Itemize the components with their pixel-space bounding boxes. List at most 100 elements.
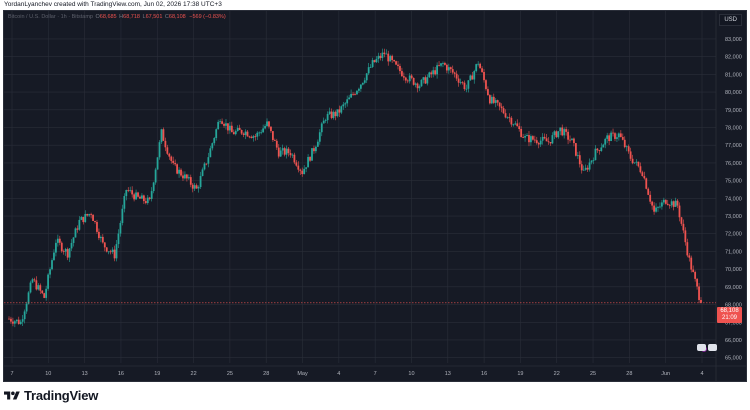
ohlc-low-value: 67,501 bbox=[145, 14, 163, 20]
candle-body bbox=[367, 67, 370, 74]
tradingview-branding[interactable]: TradingView bbox=[4, 388, 98, 403]
tradingview-wordmark: TradingView bbox=[24, 388, 99, 403]
candle-body bbox=[244, 131, 247, 135]
candle-body bbox=[256, 132, 259, 137]
y-tick-label: 74,000 bbox=[725, 196, 742, 202]
y-tick-label: 72,000 bbox=[725, 232, 742, 238]
candle-body bbox=[402, 76, 405, 78]
x-tick-label: 7 bbox=[10, 371, 13, 377]
price-chart[interactable]: 83,000 82,000 81,000 80,000 79,000 78,000 77,0… bbox=[4, 11, 746, 381]
ohlc-open-label: O bbox=[95, 14, 100, 20]
candle-body bbox=[238, 127, 241, 131]
candle-body bbox=[651, 201, 654, 206]
candle-body bbox=[129, 190, 132, 191]
y-tick-label: 69,000 bbox=[725, 285, 742, 291]
candle-body bbox=[467, 80, 470, 89]
candle-body bbox=[438, 65, 440, 67]
candle-body bbox=[358, 88, 360, 91]
candle-body bbox=[518, 126, 521, 129]
candle-body bbox=[99, 236, 102, 239]
candle-body bbox=[344, 103, 347, 105]
candle-body bbox=[471, 75, 474, 80]
candle-body bbox=[150, 191, 153, 199]
candle-body bbox=[397, 64, 399, 66]
candle-body bbox=[315, 146, 317, 152]
candle-body bbox=[142, 195, 145, 202]
candle-body bbox=[111, 249, 114, 252]
candle-body bbox=[477, 63, 480, 65]
currency-button[interactable]: USD bbox=[719, 14, 742, 26]
candle-body bbox=[127, 189, 130, 191]
y-tick-label: 67,000 bbox=[725, 320, 742, 326]
candle-body bbox=[612, 132, 614, 134]
candle-body bbox=[123, 196, 126, 209]
candle-body bbox=[668, 204, 671, 206]
candle-body bbox=[285, 148, 288, 155]
ohlc-low-label: L bbox=[142, 14, 146, 20]
candle-body bbox=[504, 113, 507, 118]
candle-body bbox=[537, 143, 540, 145]
candle-body bbox=[320, 123, 323, 133]
candle-body bbox=[201, 169, 204, 176]
us-flag-icon[interactable] bbox=[697, 344, 706, 351]
candle-body bbox=[80, 216, 83, 220]
candle-body bbox=[629, 151, 632, 159]
candle-body bbox=[197, 187, 200, 189]
x-tick-label: 13 bbox=[445, 371, 451, 377]
candle-body bbox=[301, 170, 304, 175]
candle-body bbox=[307, 156, 309, 168]
candle-body bbox=[647, 188, 650, 195]
candle-body bbox=[350, 93, 352, 98]
candle-body bbox=[101, 236, 104, 243]
candle-body bbox=[627, 146, 630, 152]
candle-body bbox=[586, 167, 589, 170]
candle-body bbox=[500, 106, 503, 109]
candle-body bbox=[160, 129, 163, 143]
candle-body bbox=[361, 82, 364, 85]
candle-body bbox=[479, 63, 482, 69]
candle-body bbox=[277, 147, 280, 157]
candle-body bbox=[227, 123, 229, 131]
candle-body bbox=[522, 136, 525, 138]
candle-body bbox=[68, 248, 71, 258]
candle-body bbox=[135, 192, 137, 200]
ohlc-open-value: 68,685 bbox=[99, 14, 117, 20]
candle-body bbox=[43, 293, 46, 298]
candle-body bbox=[616, 137, 618, 139]
candle-body bbox=[602, 144, 605, 148]
candle-body bbox=[567, 131, 569, 140]
y-tick-label: 68,000 bbox=[725, 303, 742, 309]
candle-body bbox=[246, 131, 249, 137]
candle-body bbox=[144, 201, 147, 204]
candle-body bbox=[158, 142, 161, 158]
candle-body bbox=[657, 207, 659, 208]
economic-event-icon[interactable] bbox=[708, 344, 717, 351]
candle-body bbox=[371, 60, 374, 67]
candle-body bbox=[185, 174, 188, 179]
candle-body bbox=[445, 64, 448, 71]
candle-body bbox=[631, 158, 634, 164]
candle-body bbox=[37, 285, 40, 290]
candle-body bbox=[178, 169, 180, 174]
candle-body bbox=[311, 148, 313, 161]
candle-body bbox=[659, 206, 661, 208]
candle-body bbox=[168, 153, 171, 157]
candle-body bbox=[447, 67, 450, 71]
candle-body bbox=[614, 133, 616, 139]
candle-body bbox=[592, 160, 595, 161]
candle-body bbox=[481, 68, 483, 72]
last-price-value: 68,108 bbox=[720, 308, 739, 314]
candle-body bbox=[531, 136, 534, 140]
candle-body bbox=[416, 83, 419, 89]
candle-body bbox=[225, 123, 227, 126]
chart-panel[interactable]: 83,000 82,000 81,000 80,000 79,000 78,000 77,0… bbox=[3, 10, 747, 382]
candle-body bbox=[193, 185, 196, 189]
candle-body bbox=[688, 255, 691, 258]
candle-body bbox=[623, 139, 626, 148]
candle-body bbox=[359, 84, 362, 89]
candle-body bbox=[66, 249, 69, 258]
x-tick-label: 10 bbox=[45, 371, 51, 377]
y-tick-label: 80,000 bbox=[725, 90, 742, 96]
tradingview-logo-icon bbox=[4, 391, 20, 400]
candle-body bbox=[336, 109, 339, 117]
